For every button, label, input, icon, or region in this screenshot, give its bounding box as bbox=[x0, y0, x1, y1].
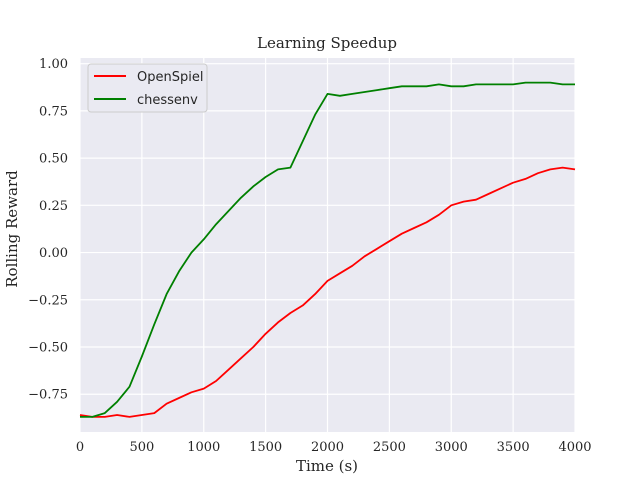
x-tick-label: 2500 bbox=[373, 440, 406, 455]
x-tick-label: 3000 bbox=[435, 440, 468, 455]
x-axis-ticks: 0 500 1000 1500 2000 2500 3000 3500 4000 bbox=[76, 440, 592, 455]
x-tick-label: 4000 bbox=[558, 440, 591, 455]
x-tick-label: 0 bbox=[76, 440, 84, 455]
y-tick-label: 0.75 bbox=[39, 104, 68, 119]
legend: OpenSpiel chessenv bbox=[87, 63, 208, 113]
x-tick-label: 2000 bbox=[311, 440, 344, 455]
x-tick-label: 1500 bbox=[249, 440, 282, 455]
y-tick-label: −0.75 bbox=[28, 388, 68, 403]
y-tick-label: 0.25 bbox=[39, 199, 68, 214]
y-axis-ticks: −0.75 −0.50 −0.25 0.00 0.25 0.50 0.75 1.00 bbox=[28, 57, 68, 403]
y-tick-label: 0.50 bbox=[39, 152, 68, 167]
legend-label-openspiel: OpenSpiel bbox=[137, 70, 203, 85]
y-axis-label: Rolling Reward bbox=[3, 170, 21, 288]
y-tick-label: −0.25 bbox=[28, 293, 68, 308]
x-axis-label: Time (s) bbox=[296, 457, 358, 475]
x-tick-label: 3500 bbox=[497, 440, 530, 455]
chart-title: Learning Speedup bbox=[257, 34, 397, 52]
series-lines bbox=[79, 81, 576, 418]
series-line-openspiel bbox=[79, 166, 576, 418]
x-tick-label: 500 bbox=[129, 440, 154, 455]
y-tick-label: −0.50 bbox=[28, 341, 68, 356]
x-tick-label: 1000 bbox=[187, 440, 220, 455]
y-tick-label: 0.00 bbox=[39, 246, 68, 261]
legend-label-chessenv: chessenv bbox=[137, 93, 198, 108]
y-tick-label: 1.00 bbox=[39, 57, 68, 72]
grid bbox=[79, 58, 576, 432]
series-line-chessenv bbox=[80, 81, 575, 418]
